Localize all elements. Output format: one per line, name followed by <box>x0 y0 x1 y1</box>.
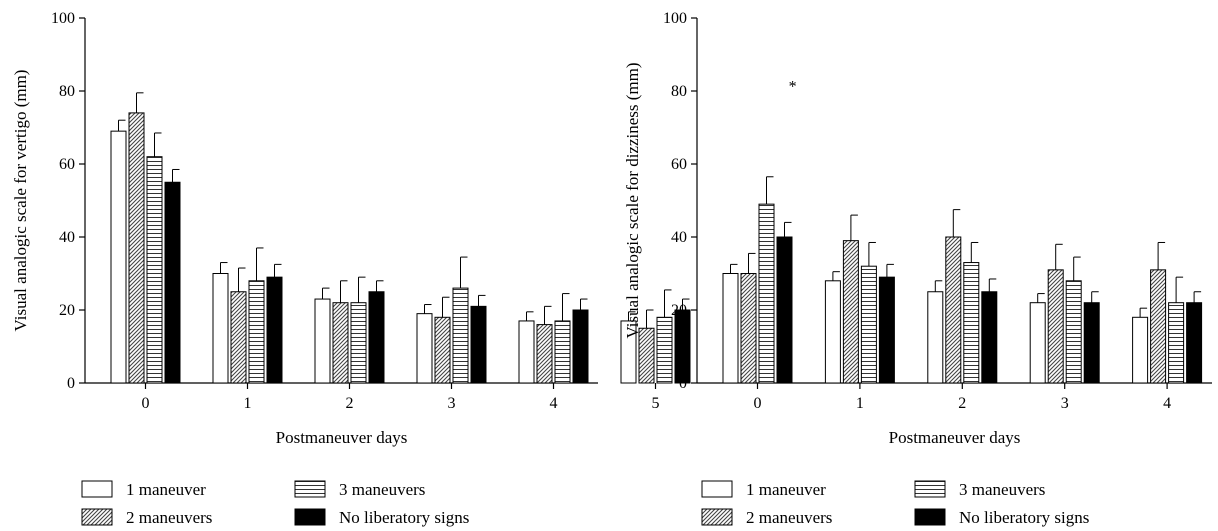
y-tick-label: 80 <box>671 83 687 100</box>
y-tick-label: 0 <box>67 375 75 392</box>
legend-swatch <box>81 480 113 498</box>
bar-1-maneuver <box>518 320 535 384</box>
x-tick-label: 0 <box>754 395 762 412</box>
legend-swatch <box>914 508 946 526</box>
bar-no-liberatory-signs <box>266 276 283 384</box>
bar-3-maneuvers <box>1065 280 1082 384</box>
legend-label: 2 maneuvers <box>746 508 832 527</box>
legend-label: No liberatory signs <box>339 508 469 527</box>
bar-3-maneuvers <box>146 156 163 384</box>
x-tick-label: 5 <box>652 395 660 412</box>
x-tick-label: 2 <box>346 395 354 412</box>
bar-no-liberatory-signs <box>470 305 487 384</box>
legend-swatch <box>701 508 733 526</box>
x-tick-label: 0 <box>142 395 150 412</box>
x-tick-label: 1 <box>856 395 864 412</box>
bar-1-maneuver <box>416 313 433 384</box>
legend-swatch <box>914 480 946 498</box>
y-tick-label: 80 <box>59 83 75 100</box>
bar-2-maneuvers <box>842 240 859 384</box>
significance-annotation: * <box>789 79 797 96</box>
bar-3-maneuvers <box>1168 302 1185 384</box>
x-tick-label: 4 <box>550 395 558 412</box>
bar-no-liberatory-signs <box>1186 302 1203 384</box>
bar-no-liberatory-signs <box>776 236 793 384</box>
y-tick-label: 60 <box>59 156 75 173</box>
legend-swatch <box>701 480 733 498</box>
y-tick-label: 40 <box>671 229 687 246</box>
y-tick-label: 40 <box>59 229 75 246</box>
y-tick-label: 100 <box>51 10 75 27</box>
legend-label: 1 maneuver <box>126 480 206 499</box>
bar-1-maneuver <box>927 291 944 384</box>
bar-2-maneuvers <box>1150 269 1167 384</box>
bar-2-maneuvers <box>332 302 349 384</box>
legend-label: 2 maneuvers <box>126 508 212 527</box>
bar-1-maneuver <box>824 280 841 384</box>
bar-3-maneuvers <box>452 287 469 384</box>
legend-label: 3 maneuvers <box>339 480 425 499</box>
bar-1-maneuver <box>212 273 229 384</box>
legend-label: 3 maneuvers <box>959 480 1045 499</box>
legend-label: No liberatory signs <box>959 508 1089 527</box>
bar-3-maneuvers <box>860 265 877 384</box>
bar-3-maneuvers <box>758 203 775 384</box>
bar-no-liberatory-signs <box>878 276 895 384</box>
chart-panel-0: 0 20 40 60 80 100 0 1 2 3 4 5 Postmaneuver days Visua… <box>11 10 691 527</box>
y-tick-label: 60 <box>671 156 687 173</box>
y-axis-label: Visual analogic scale for vertigo (mm) <box>11 70 30 332</box>
legend-swatch <box>294 508 326 526</box>
legend-swatch <box>294 480 326 498</box>
bar-1-maneuver <box>1029 302 1046 384</box>
bar-3-maneuvers <box>963 262 980 384</box>
legend-label: 1 maneuver <box>746 480 826 499</box>
bar-no-liberatory-signs <box>981 291 998 384</box>
chart-panel-1: 0 20 40 60 80 100 0 1 2 3 4 5 * Postmaneuver days Visu… <box>623 10 1212 527</box>
y-tick-label: 20 <box>671 302 687 319</box>
y-axis-label: Visual analogic scale for dizziness (mm) <box>623 62 642 338</box>
bar-3-maneuvers <box>248 280 265 384</box>
x-axis-label: Postmaneuver days <box>889 428 1021 447</box>
bar-1-maneuver <box>110 130 127 384</box>
bar-2-maneuvers <box>128 112 145 384</box>
bar-3-maneuvers <box>554 320 571 384</box>
bar-3-maneuvers <box>350 302 367 384</box>
x-tick-label: 3 <box>1061 395 1069 412</box>
x-tick-label: 4 <box>1163 395 1171 412</box>
bar-3-maneuvers <box>656 316 673 384</box>
bar-2-maneuvers <box>230 291 247 384</box>
bar-no-liberatory-signs <box>1083 302 1100 384</box>
bar-no-liberatory-signs <box>368 291 385 384</box>
legend-swatch <box>81 508 113 526</box>
y-tick-label: 100 <box>663 10 687 27</box>
bar-2-maneuvers <box>945 236 962 384</box>
bar-1-maneuver <box>722 273 739 384</box>
x-tick-label: 3 <box>448 395 456 412</box>
x-axis-label: Postmaneuver days <box>276 428 408 447</box>
x-tick-label: 2 <box>958 395 966 412</box>
x-tick-label: 1 <box>244 395 252 412</box>
bar-2-maneuvers <box>740 273 757 384</box>
bar-2-maneuvers <box>536 324 553 384</box>
bar-1-maneuver <box>1132 316 1149 384</box>
bar-no-liberatory-signs <box>674 309 691 384</box>
bar-no-liberatory-signs <box>164 181 181 384</box>
y-tick-label: 20 <box>59 302 75 319</box>
bar-no-liberatory-signs <box>572 309 589 384</box>
bar-2-maneuvers <box>434 316 451 384</box>
bar-2-maneuvers <box>1047 269 1064 384</box>
bar-1-maneuver <box>314 298 331 384</box>
y-tick-label: 0 <box>679 375 687 392</box>
